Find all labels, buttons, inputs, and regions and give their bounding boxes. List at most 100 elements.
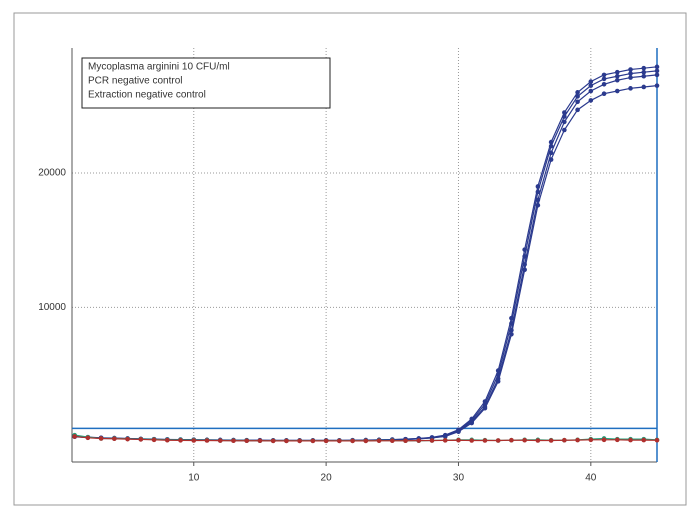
data-point: [588, 83, 594, 88]
data-point: [601, 91, 607, 97]
data-point: [204, 438, 210, 443]
data-point: [456, 429, 461, 435]
data-point: [495, 379, 501, 384]
data-point: [548, 143, 554, 149]
data-point: [601, 81, 607, 87]
data-point: [522, 437, 527, 443]
data-point: [601, 76, 607, 82]
data-point: [442, 434, 448, 439]
data-point: [562, 110, 567, 115]
data-point: [469, 438, 475, 443]
data-point: [614, 77, 620, 83]
data-point: [641, 73, 647, 79]
data-point: [654, 83, 660, 88]
data-point: [416, 438, 422, 443]
data-point: [217, 438, 223, 443]
data-point: [654, 72, 660, 78]
y-tick-label: 20000: [38, 168, 66, 179]
data-point: [323, 438, 329, 444]
data-point: [151, 437, 157, 443]
data-point: [482, 405, 488, 411]
data-point: [363, 438, 369, 444]
data-point: [614, 73, 620, 79]
data-point: [575, 94, 580, 99]
legend-entry: Mycoplasma arginini 10 CFU/ml: [88, 62, 230, 73]
data-point: [641, 65, 647, 71]
legend-entry: PCR negative control: [88, 76, 183, 87]
data-point: [614, 437, 620, 443]
data-point: [588, 79, 594, 84]
data-point: [482, 438, 488, 443]
data-point: [654, 437, 660, 443]
data-point: [641, 437, 647, 443]
data-point: [535, 438, 541, 443]
data-point: [588, 98, 594, 103]
data-point: [575, 99, 580, 105]
data-point: [72, 434, 77, 439]
data-point: [270, 438, 276, 444]
data-point: [244, 438, 250, 444]
data-point: [575, 107, 580, 113]
data-point: [575, 90, 580, 95]
data-point: [654, 68, 660, 74]
data-point: [628, 75, 633, 80]
data-point: [522, 267, 527, 273]
data-point: [297, 438, 302, 444]
data-point: [601, 437, 607, 443]
data-point: [284, 438, 289, 444]
data-point: [350, 438, 355, 444]
legend-box: [81, 57, 331, 109]
data-point: [601, 72, 607, 78]
data-point: [628, 437, 633, 443]
data-point: [562, 437, 567, 443]
data-point: [562, 119, 567, 125]
data-point: [112, 436, 117, 442]
data-point: [257, 438, 263, 444]
data-point: [138, 437, 144, 442]
data-point: [337, 438, 342, 444]
data-point: [588, 437, 594, 443]
data-point: [456, 437, 461, 443]
x-tick-label: 30: [453, 473, 465, 484]
data-point: [469, 420, 475, 426]
data-point: [548, 150, 554, 156]
data-point: [178, 438, 183, 443]
data-point: [575, 437, 580, 443]
x-tick-label: 20: [321, 473, 333, 484]
data-point: [641, 84, 647, 90]
data-point: [614, 88, 620, 94]
data-point: [125, 436, 130, 442]
data-point: [535, 189, 541, 195]
legend-entry: Extraction negative control: [88, 90, 206, 101]
data-point: [164, 437, 170, 443]
data-point: [85, 435, 91, 441]
data-point: [654, 64, 660, 70]
data-point: [535, 202, 541, 208]
data-point: [191, 438, 197, 443]
data-point: [429, 438, 435, 443]
y-tick-label: 10000: [38, 302, 66, 313]
x-tick-label: 40: [585, 473, 597, 484]
data-point: [641, 69, 647, 75]
data-point: [389, 438, 395, 444]
data-point: [403, 438, 408, 444]
data-point: [310, 438, 316, 444]
data-point: [562, 114, 567, 119]
data-point: [628, 86, 633, 91]
x-tick-label: 10: [188, 473, 200, 484]
data-point: [548, 157, 554, 162]
data-point: [614, 69, 620, 75]
data-point: [509, 332, 514, 337]
data-point: [628, 67, 633, 72]
data-point: [376, 438, 382, 444]
data-point: [495, 438, 501, 443]
data-point: [562, 127, 567, 133]
data-point: [588, 88, 594, 94]
data-point: [548, 438, 554, 443]
data-point: [509, 437, 514, 443]
data-point: [628, 71, 633, 76]
data-point: [442, 438, 448, 443]
data-point: [98, 436, 104, 441]
